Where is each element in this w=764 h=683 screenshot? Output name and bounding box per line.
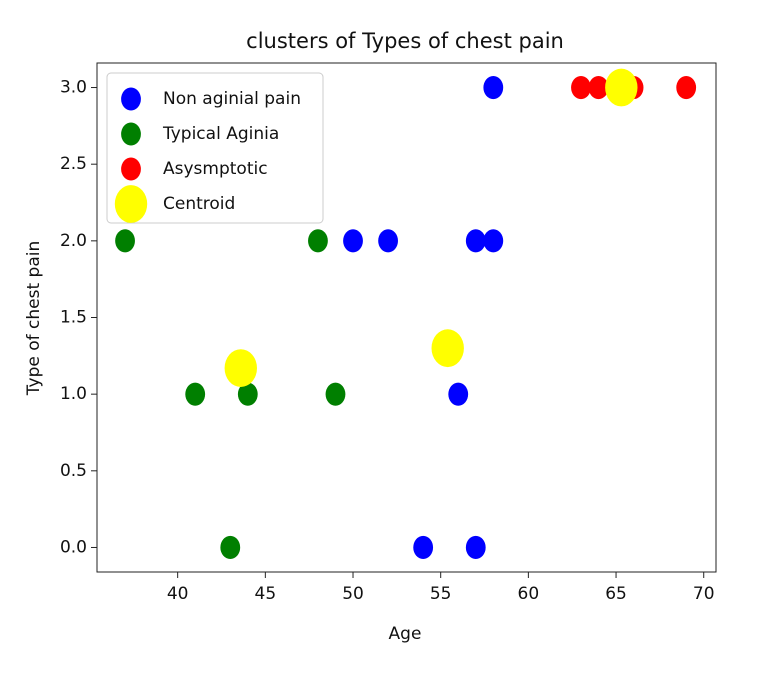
y-tick-label: 0.5 — [60, 461, 87, 481]
legend-marker — [121, 87, 141, 111]
point — [378, 229, 398, 253]
legend-label: Asysmptotic — [163, 159, 268, 179]
x-tick-label: 70 — [693, 584, 715, 604]
legend-marker — [121, 122, 141, 146]
x-tick-label: 40 — [167, 584, 189, 604]
legend-label: Centroid — [163, 194, 235, 214]
y-tick-label: 2.0 — [60, 231, 87, 251]
point — [115, 229, 135, 253]
x-tick-label: 60 — [518, 584, 540, 604]
chart-title: clusters of Types of chest pain — [246, 29, 564, 53]
point — [448, 382, 469, 406]
point — [588, 75, 609, 100]
legend-label: Non aginial pain — [163, 89, 301, 109]
y-tick-label: 3.0 — [60, 78, 87, 98]
legend-box — [106, 72, 324, 224]
y-tick-label: 1.5 — [60, 308, 87, 328]
point — [483, 229, 504, 253]
point — [676, 75, 697, 100]
point — [237, 382, 258, 406]
point — [431, 329, 464, 368]
point — [343, 229, 363, 253]
point — [185, 382, 206, 406]
y-tick-label: 0.0 — [60, 537, 87, 557]
point — [325, 382, 346, 406]
y-tick-label: 2.5 — [60, 154, 87, 174]
point — [465, 535, 486, 560]
legend-label: Typical Aginia — [162, 124, 279, 144]
point — [220, 535, 241, 560]
x-axis-label: Age — [389, 624, 422, 644]
legend-marker — [121, 157, 141, 181]
plot-frame — [96, 62, 717, 573]
point — [465, 229, 486, 253]
point — [483, 75, 504, 100]
x-tick-label: 50 — [342, 584, 364, 604]
legend-marker — [114, 185, 148, 223]
x-tick-label: 65 — [605, 584, 627, 604]
y-tick-label: 1.0 — [60, 384, 87, 404]
point — [605, 68, 638, 107]
x-tick-label: 45 — [255, 584, 277, 604]
point — [413, 535, 434, 560]
x-tick-label: 55 — [430, 584, 452, 604]
point — [224, 349, 257, 387]
point — [308, 229, 328, 253]
point — [571, 75, 591, 100]
y-axis-label: Type of chest pain — [24, 241, 44, 396]
